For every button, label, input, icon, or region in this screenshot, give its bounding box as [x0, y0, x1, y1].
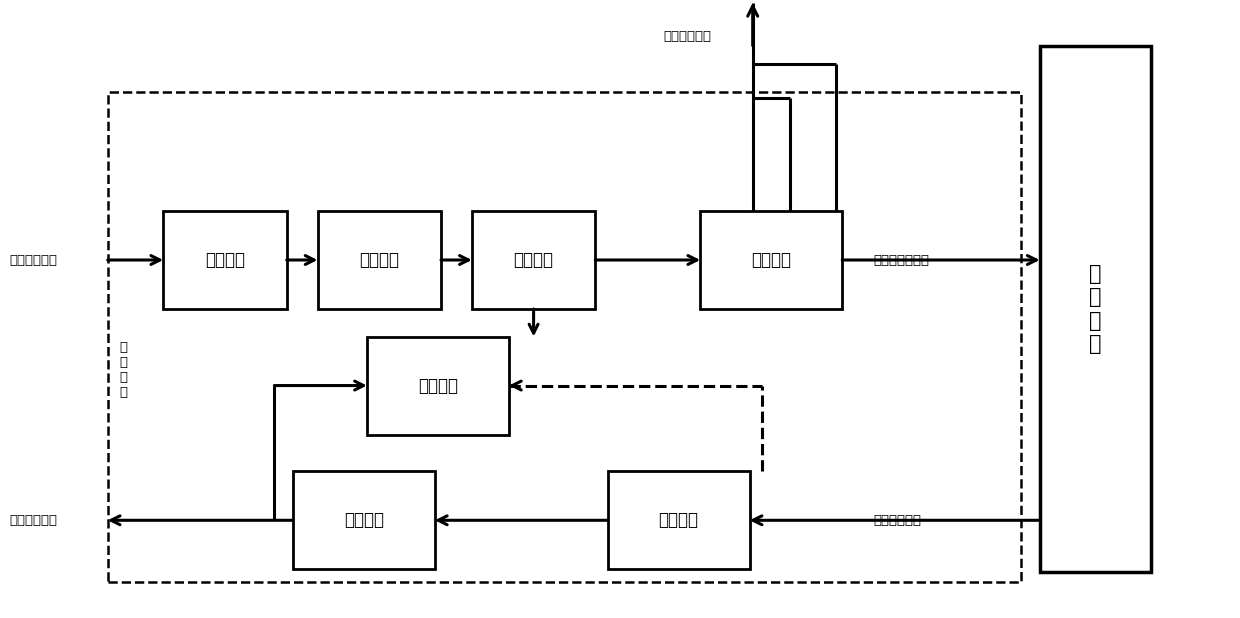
Text: 数
据
管
理: 数 据 管 理: [120, 341, 128, 399]
Bar: [317, 211, 441, 309]
Bar: [293, 472, 435, 569]
Text: 误差补偿: 误差补偿: [513, 251, 553, 269]
Text: 结果校验: 结果校验: [658, 511, 698, 529]
Bar: [472, 211, 595, 309]
Text: 导
航
解
算: 导 航 解 算: [1089, 265, 1101, 353]
Text: 数据解析: 数据解析: [205, 251, 246, 269]
Text: 原始测量数据: 原始测量数据: [9, 253, 57, 266]
Text: 数据同步: 数据同步: [360, 251, 399, 269]
Text: 导航结果发布: 导航结果发布: [9, 514, 57, 527]
Bar: [1039, 46, 1151, 572]
Text: 健康状态更新: 健康状态更新: [663, 30, 712, 43]
Text: 传感器数据发布: 传感器数据发布: [873, 253, 929, 266]
Text: 导航计算结果: 导航计算结果: [873, 514, 921, 527]
Text: 数据整合: 数据整合: [343, 511, 384, 529]
Text: 数据存储: 数据存储: [418, 376, 458, 394]
Text: 数据检测: 数据检测: [751, 251, 791, 269]
Bar: [701, 211, 842, 309]
Bar: [608, 472, 750, 569]
Bar: [108, 91, 1022, 582]
Bar: [164, 211, 286, 309]
Bar: [367, 337, 508, 434]
